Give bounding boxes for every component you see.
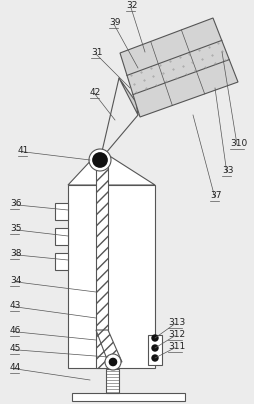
Text: 39: 39 bbox=[108, 18, 120, 27]
Circle shape bbox=[151, 355, 157, 361]
Polygon shape bbox=[68, 155, 154, 185]
Text: 312: 312 bbox=[167, 330, 184, 339]
Text: 31: 31 bbox=[91, 48, 102, 57]
Polygon shape bbox=[68, 185, 154, 368]
Polygon shape bbox=[119, 78, 137, 115]
Polygon shape bbox=[55, 253, 68, 270]
Text: 35: 35 bbox=[10, 224, 21, 233]
Text: 46: 46 bbox=[10, 326, 21, 335]
Circle shape bbox=[105, 354, 121, 370]
Text: 313: 313 bbox=[167, 318, 184, 327]
Text: 33: 33 bbox=[221, 166, 233, 175]
Text: 42: 42 bbox=[90, 88, 101, 97]
Polygon shape bbox=[72, 393, 184, 401]
Circle shape bbox=[92, 153, 107, 167]
Text: 36: 36 bbox=[10, 199, 21, 208]
Text: 37: 37 bbox=[209, 191, 221, 200]
Text: 34: 34 bbox=[10, 276, 21, 285]
Circle shape bbox=[89, 149, 110, 171]
Text: 311: 311 bbox=[167, 342, 184, 351]
Circle shape bbox=[151, 335, 157, 341]
Polygon shape bbox=[106, 369, 119, 393]
Polygon shape bbox=[96, 155, 108, 368]
Text: 310: 310 bbox=[229, 139, 246, 148]
Polygon shape bbox=[120, 18, 237, 117]
Text: 41: 41 bbox=[18, 146, 29, 155]
Text: 38: 38 bbox=[10, 249, 21, 258]
Circle shape bbox=[151, 345, 157, 351]
Text: 32: 32 bbox=[125, 1, 137, 10]
Text: 44: 44 bbox=[10, 363, 21, 372]
Polygon shape bbox=[147, 335, 161, 365]
Polygon shape bbox=[96, 330, 121, 362]
Polygon shape bbox=[55, 203, 68, 220]
Text: 43: 43 bbox=[10, 301, 21, 310]
Text: 45: 45 bbox=[10, 344, 21, 353]
Polygon shape bbox=[55, 228, 68, 245]
Circle shape bbox=[109, 358, 116, 366]
